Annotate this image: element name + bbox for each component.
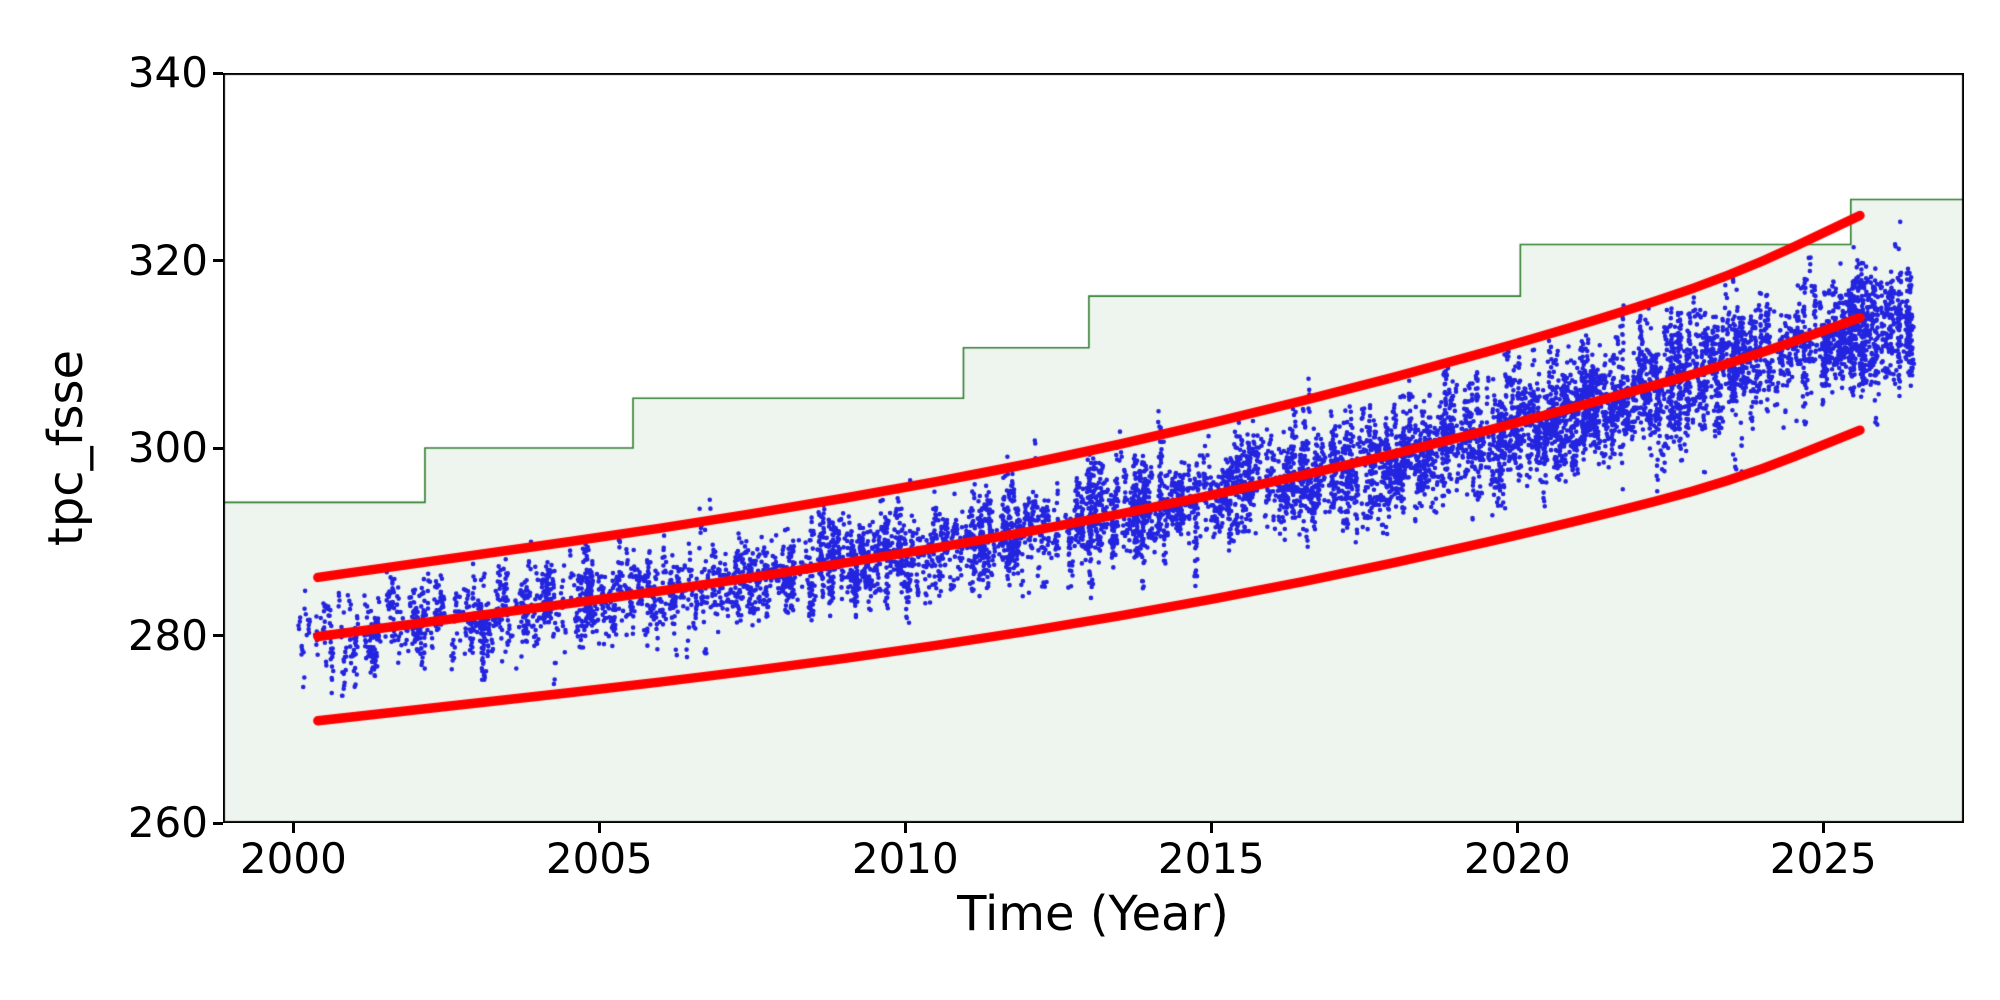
- y-tick-label: 320: [127, 235, 208, 285]
- x-tick-label: 2005: [545, 834, 653, 883]
- y-tick-mark: [213, 259, 223, 262]
- y-tick-label: 280: [127, 610, 208, 660]
- x-axis-label: Time (Year): [957, 886, 1229, 942]
- y-tick-label: 260: [127, 798, 208, 847]
- x-tick-mark: [597, 823, 601, 833]
- x-tick-mark: [1209, 823, 1213, 833]
- y-tick-mark: [213, 71, 223, 75]
- y-tick-mark: [213, 634, 223, 637]
- x-tick-mark: [1821, 823, 1825, 833]
- x-tick-label: 2010: [851, 834, 959, 883]
- y-tick-mark: [213, 446, 223, 450]
- y-tick-mark: [213, 821, 223, 825]
- x-tick-label: 2000: [239, 834, 347, 883]
- y-tick-label: 340: [127, 48, 208, 97]
- x-tick-mark: [291, 823, 295, 833]
- x-tick-label: 2015: [1157, 834, 1265, 883]
- x-tick-label: 2025: [1769, 834, 1877, 883]
- x-tick-label: 2020: [1463, 834, 1571, 883]
- x-tick-mark: [903, 823, 907, 833]
- plot-area: [223, 73, 1964, 823]
- x-tick-mark: [1515, 823, 1519, 833]
- y-tick-label: 300: [127, 423, 208, 472]
